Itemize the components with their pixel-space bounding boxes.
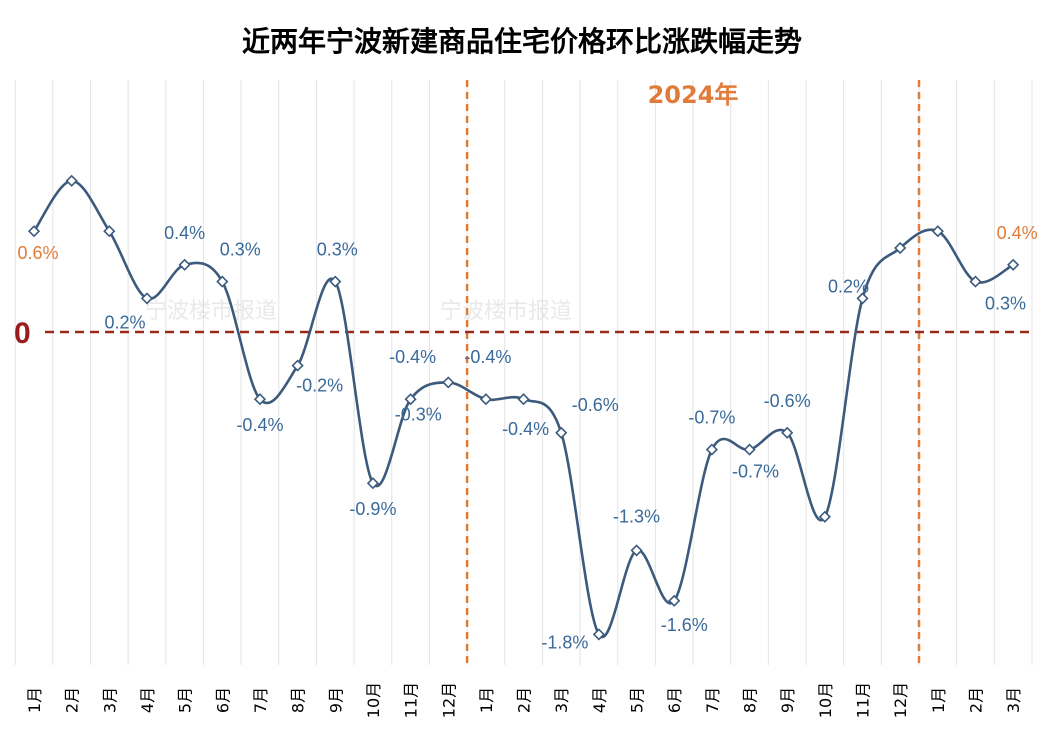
data-point [856,292,869,305]
data-label: 0.4% [164,223,205,243]
data-point [894,241,907,255]
data-label: -0.2% [296,376,343,396]
data-point [103,225,116,238]
data-point [27,225,41,238]
data-point [216,275,229,288]
data-point [630,544,643,557]
data-label: -0.4% [502,419,549,439]
data-label: -1.8% [541,632,588,652]
x-tick-label: 5月 [628,687,647,713]
series-line [32,179,1014,639]
data-point [178,258,191,271]
data-point [253,393,267,406]
data-label: 0.4% [997,223,1038,243]
x-tick-label: 2月 [63,687,82,713]
watermark-text: 宁波楼市报道 [440,299,572,324]
data-point [592,628,605,641]
x-tick-label: 3月 [1004,687,1023,713]
x-tick-label: 3月 [100,687,119,713]
x-tick-label: 8月 [741,687,760,713]
x-tick-label: 10月 [816,682,835,718]
data-label: -0.6% [572,395,619,415]
data-point [705,443,718,456]
x-tick-label: 11月 [854,682,873,718]
x-tick-label: 3月 [552,687,571,713]
chart-title: 近两年宁波新建商品住宅价格环比涨跌幅走势 [241,25,802,58]
year-label: 2024年 [648,81,739,109]
data-label: 0.2% [104,312,145,332]
x-tick-label: 10月 [364,682,383,718]
data-label: -1.3% [613,506,660,526]
x-tick-label: 1月 [929,687,948,713]
data-label: -0.6% [764,391,811,411]
x-tick-label: 9月 [326,687,345,713]
data-point [140,292,154,305]
x-tick-label: 4月 [590,687,609,713]
x-tick-label: 1月 [477,687,496,713]
data-label: 0.2% [828,276,869,296]
data-label: -1.6% [661,615,708,635]
data-point [931,225,944,238]
x-tick-label: 4月 [138,687,157,713]
data-label: -0.7% [688,408,735,428]
data-point [517,393,530,406]
x-tick-label: 8月 [289,687,308,713]
data-point [818,510,831,523]
zero-label: 0 [14,317,31,350]
data-point [442,376,455,389]
data-point [65,174,78,187]
x-tick-label: 5月 [176,687,195,713]
x-tick-label: 2月 [967,687,986,713]
data-point [291,359,304,372]
data-label: -0.3% [395,404,442,424]
x-tick-label: 12月 [439,682,458,718]
data-label: -0.4% [236,415,283,435]
data-label: 0.3% [317,240,358,260]
x-tick-label: 7月 [251,687,270,713]
x-tick-label: 9月 [778,687,797,713]
data-point [555,426,568,439]
watermark-text: 宁波楼市报道 [145,299,277,324]
data-point [479,393,493,406]
x-tick-label: 12月 [891,682,910,718]
data-point [781,426,794,439]
x-tick-label: 11月 [402,682,421,718]
x-tick-label: 7月 [703,687,722,713]
x-tick-label: 6月 [665,687,684,713]
x-tick-label: 6月 [213,687,232,713]
data-label: 0.6% [17,243,58,263]
data-point [329,275,342,288]
data-point [668,594,681,607]
x-tick-label: 1月 [25,687,44,713]
data-label: -0.7% [732,462,779,482]
data-label: -0.9% [349,499,396,519]
data-label: -0.4% [464,347,511,367]
data-label: -0.4% [389,347,436,367]
data-point [969,275,982,288]
data-point [1007,258,1020,271]
data-label: 0.3% [985,294,1026,314]
x-tick-label: 2月 [515,687,534,713]
data-point [743,443,756,456]
data-label: 0.3% [220,240,261,260]
data-point [366,477,380,490]
data-point [404,393,417,406]
